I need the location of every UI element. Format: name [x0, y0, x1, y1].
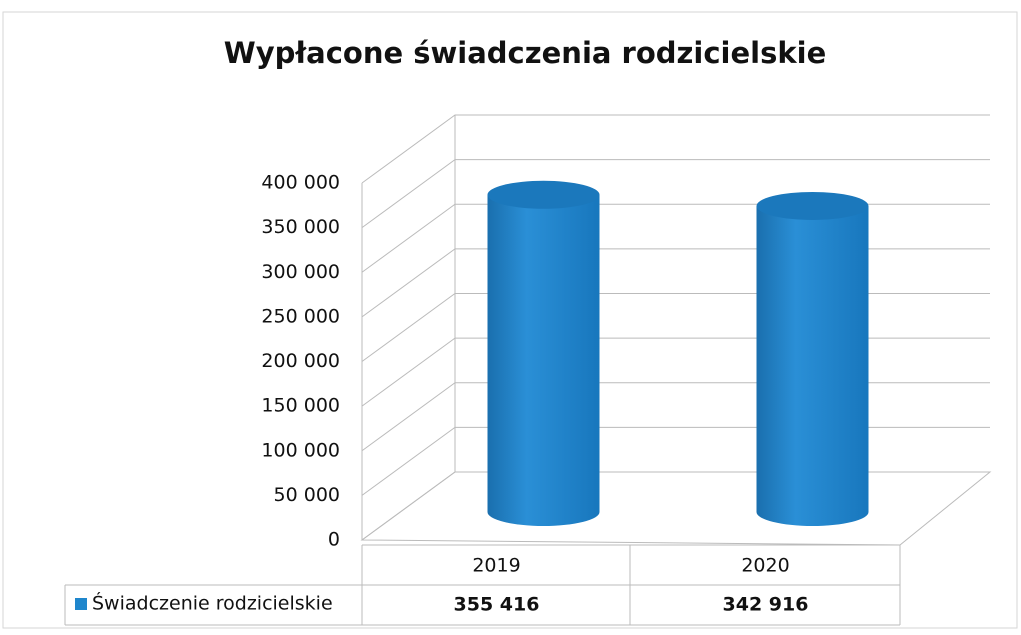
frame [2, 11, 1018, 629]
y-tick-label: 100 000 [261, 439, 340, 461]
bar [756, 205, 869, 527]
x-tick-label: 2019 [472, 555, 520, 577]
y-tick-label: 150 000 [261, 395, 340, 417]
grid-line [361, 248, 990, 318]
chart-title: Wypłacone świadczenia rodzicielskie [224, 36, 827, 70]
table-grid [64, 544, 901, 626]
grid-line [361, 293, 990, 362]
y-tick-label: 300 000 [261, 261, 340, 283]
y-tick-label: 400 000 [261, 172, 340, 194]
grid-line [361, 203, 990, 273]
bar [487, 194, 600, 527]
y-tick-label: 250 000 [261, 305, 340, 327]
grid-line [361, 159, 990, 229]
y-tick-label: 50 000 [274, 484, 340, 506]
value-label: 342 916 [723, 594, 809, 616]
y-tick-label: 350 000 [261, 216, 340, 238]
grid-line [361, 114, 990, 184]
bar-top [756, 191, 869, 220]
grid-line [361, 426, 990, 496]
legend-swatch [75, 598, 87, 610]
legend-label: Świadczenie rodzicielskie [92, 591, 333, 615]
value-label: 355 416 [454, 594, 540, 616]
grid-line [361, 471, 990, 541]
x-tick-label: 2020 [741, 555, 789, 577]
bar-top [487, 180, 600, 209]
y-tick-label: 0 [328, 529, 340, 551]
grid-line [361, 337, 990, 407]
grid-line [361, 382, 990, 452]
y-tick-label: 200 000 [261, 350, 340, 372]
floor [360, 471, 992, 546]
